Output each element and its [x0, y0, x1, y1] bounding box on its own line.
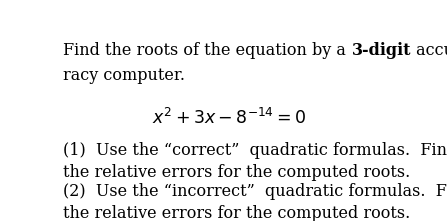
Text: the relative errors for the computed roots.: the relative errors for the computed roo…	[63, 205, 411, 221]
Text: the relative errors for the computed roots.: the relative errors for the computed roo…	[63, 164, 411, 181]
Text: Find the roots of the equation by a: Find the roots of the equation by a	[63, 42, 351, 59]
Text: 3-digit: 3-digit	[351, 42, 411, 59]
Text: (2)  Use the “incorrect”  quadratic formulas.  Find: (2) Use the “incorrect” quadratic formul…	[63, 183, 447, 200]
Text: accu-: accu-	[411, 42, 447, 59]
Text: racy computer.: racy computer.	[63, 67, 186, 84]
Text: (1)  Use the “correct”  quadratic formulas.  Find: (1) Use the “correct” quadratic formulas…	[63, 142, 447, 159]
Text: $x^2 + 3x - 8^{-14} = 0$: $x^2 + 3x - 8^{-14} = 0$	[152, 108, 306, 128]
